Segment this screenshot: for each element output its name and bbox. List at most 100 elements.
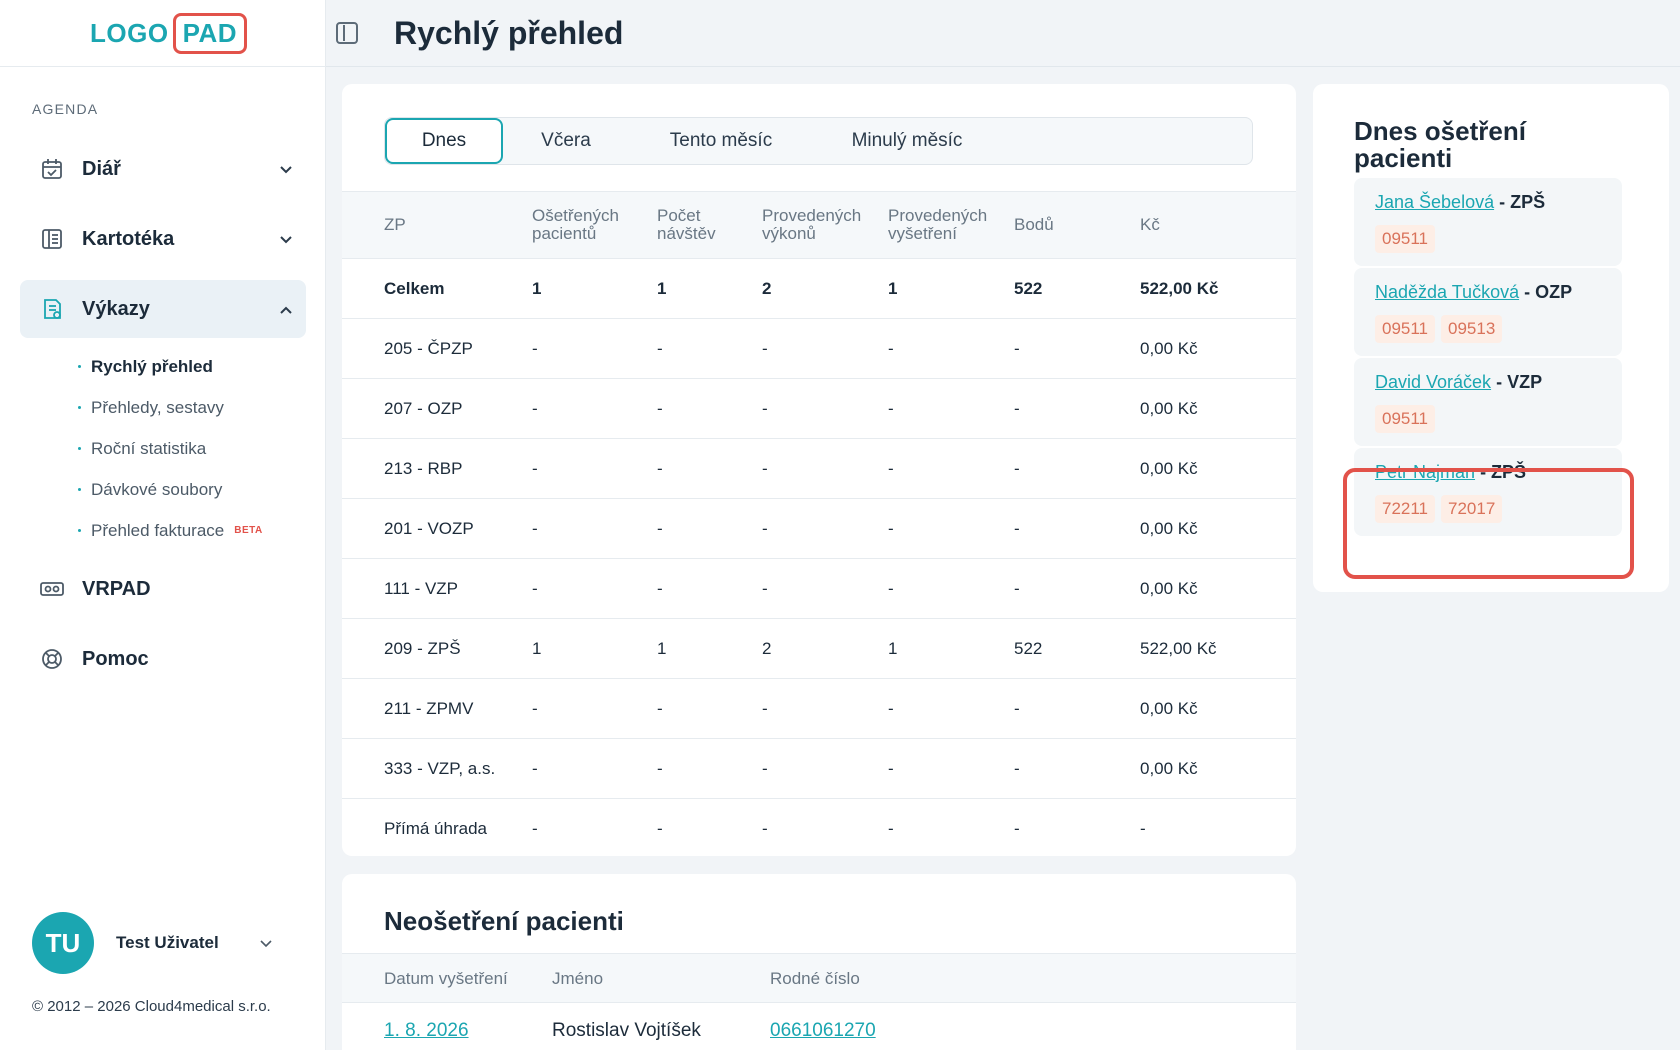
nav-item-vrpad[interactable]: VRPAD bbox=[20, 560, 306, 618]
table-cell: - bbox=[888, 438, 1014, 499]
procedure-code-badge: 09511 bbox=[1375, 225, 1436, 253]
section-title: Dnes ošetření pacienti bbox=[1354, 116, 1526, 173]
nav-label: Pomoc bbox=[82, 647, 149, 670]
table-cell: - bbox=[657, 558, 762, 619]
table-cell: - bbox=[532, 558, 657, 619]
table-cell: 201 - VOZP bbox=[342, 498, 532, 559]
untreated-card: Neošetření pacienti Datum vyšetření Jmén… bbox=[342, 874, 1296, 1050]
table-cell: 0,00 Kč bbox=[1140, 678, 1296, 739]
sub-item-label: Přehledy, sestavy bbox=[91, 397, 224, 417]
tab-minuly-mesic[interactable]: Minulý měsíc bbox=[851, 130, 963, 151]
table-row: 1. 8. 2026 Rostislav Vojtíšek 0661061270 bbox=[342, 1004, 1296, 1050]
exam-date-link[interactable]: 1. 8. 2026 bbox=[384, 1020, 469, 1041]
procedure-code-badge: 72211 bbox=[1375, 495, 1436, 523]
table-cell: - bbox=[532, 678, 657, 739]
table-cell: - bbox=[532, 738, 657, 799]
table-cell: 213 - RBP bbox=[342, 438, 532, 499]
table-header-row: ZP Ošetřených pacientů Počet návštěv Pro… bbox=[342, 191, 1296, 259]
birth-number-link[interactable]: 0661061270 bbox=[770, 1020, 876, 1041]
sub-item-prehledy[interactable]: Přehledy, sestavy bbox=[78, 387, 263, 428]
sub-nav: Rychlý přehled Přehledy, sestavy Roční s… bbox=[78, 346, 263, 551]
table-cell: - bbox=[532, 378, 657, 439]
table-cell: 0,00 Kč bbox=[1140, 318, 1296, 379]
user-menu[interactable]: TU Test Uživatel bbox=[32, 912, 292, 974]
patient-name-link[interactable]: David Voráček bbox=[1375, 372, 1492, 392]
table-cell: 0,00 Kč bbox=[1140, 438, 1296, 499]
table-cell: 1 bbox=[657, 258, 762, 319]
column-header: Jméno bbox=[552, 969, 604, 988]
table-cell: 522,00 Kč bbox=[1140, 618, 1296, 679]
table-cell: - bbox=[888, 378, 1014, 439]
sub-item-rocni-statistika[interactable]: Roční statistika bbox=[78, 428, 263, 469]
table-cell: 205 - ČPZP bbox=[342, 318, 532, 379]
table-cell: 522,00 Kč bbox=[1140, 258, 1296, 319]
table-cell: - bbox=[657, 378, 762, 439]
table-cell: 0,00 Kč bbox=[1140, 558, 1296, 619]
insurance-label: - ZPŠ bbox=[1499, 192, 1546, 212]
logo-text: LOGO bbox=[90, 17, 169, 48]
nav-item-vykazy[interactable]: Výkazy bbox=[20, 280, 306, 338]
table-cell: - bbox=[1014, 798, 1140, 856]
logo[interactable]: LOGO PAD bbox=[90, 12, 248, 54]
tab-tento-mesic[interactable]: Tento měsíc bbox=[669, 130, 773, 151]
patient-name-link[interactable]: Petr Najman bbox=[1375, 462, 1476, 482]
sub-item-rychly-prehled[interactable]: Rychlý přehled bbox=[78, 346, 263, 387]
insurance-label: - VZP bbox=[1496, 372, 1543, 392]
bullet bbox=[78, 488, 81, 491]
table-row: Přímá úhrada - - - - - - bbox=[342, 798, 1296, 856]
stats-table: ZP Ošetřených pacientů Počet návštěv Pro… bbox=[342, 191, 1296, 856]
vr-headset-icon bbox=[40, 577, 64, 601]
nav-item-diar[interactable]: Diář bbox=[20, 140, 306, 198]
sub-item-prehled-fakturace[interactable]: Přehled fakturace BETA bbox=[78, 510, 263, 551]
procedure-code-badge: 72017 bbox=[1441, 495, 1503, 523]
patient-item: David Voráček - VZP 09511 bbox=[1354, 358, 1622, 446]
table-cell: - bbox=[1014, 438, 1140, 499]
table-cell: - bbox=[762, 498, 888, 559]
patient-line: Jana Šebelová - ZPŠ bbox=[1375, 192, 1601, 213]
patient-item: Naděžda Tučková - OZP 09511 09513 bbox=[1354, 268, 1622, 356]
patient-name-link[interactable]: Naděžda Tučková bbox=[1375, 282, 1520, 302]
table-row: 111 - VZP - - - - -0,00 Kč bbox=[342, 558, 1296, 619]
patient-name: Rostislav Vojtíšek bbox=[552, 1020, 701, 1041]
patient-name-link[interactable]: Jana Šebelová bbox=[1375, 192, 1495, 212]
procedure-codes: 09511 bbox=[1375, 405, 1601, 433]
table-row: 211 - ZPMV - - - - -0,00 Kč bbox=[342, 678, 1296, 739]
treated-today-card: Dnes ošetření pacienti Jana Šebelová - Z… bbox=[1313, 84, 1669, 592]
table-cell: - bbox=[1014, 378, 1140, 439]
secondary-nav: VRPAD Pomoc bbox=[20, 560, 306, 700]
nav-item-kartoteka[interactable]: Kartotéka bbox=[20, 210, 306, 268]
table-row: 207 - OZP - - - - -0,00 Kč bbox=[342, 378, 1296, 439]
table-cell: - bbox=[762, 318, 888, 379]
nav-label: Diář bbox=[82, 157, 121, 180]
table-cell: 0,00 Kč bbox=[1140, 378, 1296, 439]
table-cell: - bbox=[657, 738, 762, 799]
column-header: Rodné číslo bbox=[770, 969, 860, 988]
table-cell: 1 bbox=[888, 618, 1014, 679]
chevron-down-icon bbox=[260, 935, 272, 951]
table-cell: - bbox=[888, 498, 1014, 559]
table-cell: - bbox=[532, 318, 657, 379]
table-cell: 2 bbox=[762, 618, 888, 679]
table-cell: - bbox=[1014, 558, 1140, 619]
patient-item: Petr Najman - ZPŠ 72211 72017 bbox=[1354, 448, 1622, 536]
column-header: Datum vyšetření bbox=[384, 969, 508, 988]
table-row: 209 - ZPŠ 1 1 2 1 522 522,00 Kč bbox=[342, 618, 1296, 679]
table-cell: - bbox=[657, 498, 762, 559]
bullet bbox=[78, 406, 81, 409]
lifebuoy-icon bbox=[40, 647, 64, 671]
patient-line: David Voráček - VZP bbox=[1375, 372, 1601, 393]
table-cell: - bbox=[1014, 738, 1140, 799]
tab-dnes[interactable]: Dnes bbox=[385, 118, 503, 164]
table-cell: 1 bbox=[532, 258, 657, 319]
table-cell: - bbox=[657, 318, 762, 379]
table-cell: - bbox=[532, 798, 657, 856]
nav-item-pomoc[interactable]: Pomoc bbox=[20, 630, 306, 688]
table-cell: 1 bbox=[888, 258, 1014, 319]
logo-area: LOGO PAD bbox=[0, 0, 325, 67]
table-row: 213 - RBP - - - - -0,00 Kč bbox=[342, 438, 1296, 499]
logo-text-boxed: PAD bbox=[172, 12, 248, 54]
table-cell: 1 bbox=[532, 618, 657, 679]
sub-item-davkove-soubory[interactable]: Dávkové soubory bbox=[78, 469, 263, 510]
tab-vcera[interactable]: Včera bbox=[541, 130, 591, 151]
sidebar-toggle-icon[interactable] bbox=[336, 22, 358, 44]
